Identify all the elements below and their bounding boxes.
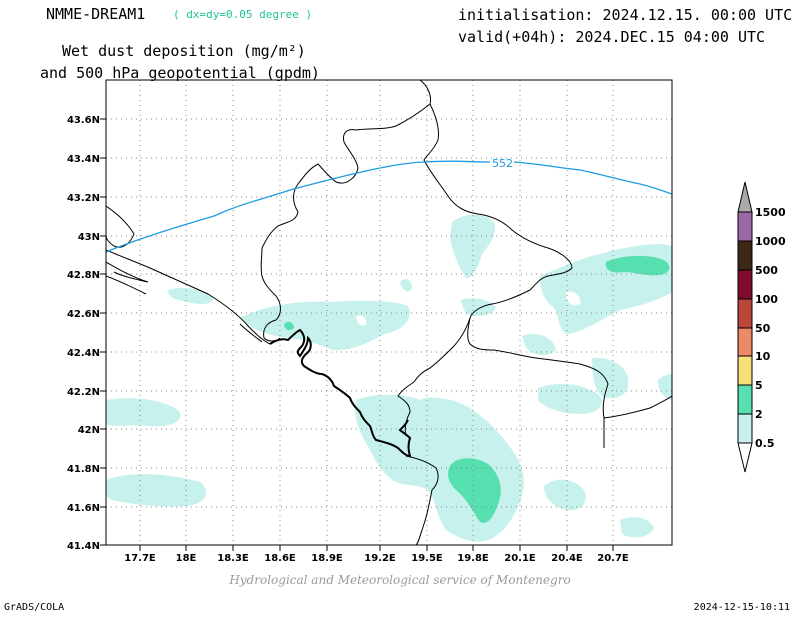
legend-label: 100 (755, 293, 778, 306)
lat-label: 41.8N (67, 464, 100, 475)
field-title-line2: and 500 hPa geopotential (gpdm) (40, 64, 320, 82)
border-line (423, 103, 609, 448)
lon-label: 19.5E (411, 553, 443, 564)
coast-line (106, 249, 271, 345)
lat-label: 42N (78, 425, 100, 436)
coast-line (239, 323, 263, 343)
border-line (397, 317, 471, 437)
dust-area-medium (284, 321, 294, 331)
lon-label: 18.6E (264, 553, 296, 564)
lat-label: 42.4N (67, 348, 100, 359)
legend-label: 50 (755, 322, 771, 335)
dust-area (658, 374, 672, 400)
legend-swatch (737, 327, 753, 357)
montenegro-coastline (269, 328, 412, 458)
valid-time: valid(+04h): 2024.DEC.15 04:00 UTC (458, 28, 766, 46)
legend-swatch (737, 269, 753, 300)
lon-label: 18E (176, 553, 197, 564)
lat-label: 41.6N (67, 503, 100, 514)
dust-area (538, 383, 602, 414)
lon-label: 20.1E (504, 553, 536, 564)
dust-area-medium (605, 255, 670, 276)
country-borders (106, 80, 672, 545)
lat-label: 42.2N (67, 387, 100, 398)
dust-area (592, 357, 629, 399)
dust-area (522, 333, 556, 356)
model-resolution: ( dx=dy=0.05 degree ) (173, 8, 313, 21)
geopotential-contour: 552 (106, 157, 672, 253)
initialisation-time: initialisation: 2024.12.15. 00:00 UTC (458, 6, 793, 24)
legend-label: 1500 (755, 206, 786, 219)
dust-area (620, 517, 654, 538)
lat-label: 42.8N (67, 270, 100, 281)
legend-label: 500 (755, 264, 778, 277)
dust-area (240, 300, 410, 351)
lat-label: 43.4N (67, 154, 100, 165)
border-line (260, 80, 431, 342)
software-label: GrADS/COLA (4, 602, 65, 613)
legend-label: 2 (755, 408, 763, 421)
lon-label: 19.8E (457, 553, 489, 564)
legend-swatch (737, 298, 753, 329)
dust-gap (566, 291, 581, 306)
dust-area-medium (448, 458, 501, 523)
legend-label: 5 (755, 379, 763, 392)
color-legend: 1500 1000 500 100 50 10 5 2 0.5 (737, 181, 786, 473)
lat-label: 41.4N (67, 541, 100, 552)
dust-area (106, 398, 181, 427)
legend-bottom-arrow (737, 442, 753, 473)
latitude-axis: 43.6N 43.4N 43.2N 43N 42.8N 42.6N 42.4N … (67, 115, 106, 552)
lon-label: 17.7E (124, 553, 156, 564)
credit-text: Hydrological and Meteorological service … (229, 573, 571, 587)
lat-label: 42.6N (67, 309, 100, 320)
legend-label: 10 (755, 350, 771, 363)
dust-area (355, 394, 524, 542)
lat-label: 43.6N (67, 115, 100, 126)
lon-label: 20.7E (597, 553, 629, 564)
dust-area (106, 474, 207, 507)
model-title: NMME-DREAM1 (46, 5, 146, 23)
legend-swatch (737, 384, 753, 415)
lat-label: 43.2N (67, 193, 100, 204)
dust-deposition-shading (106, 214, 672, 542)
field-title-line1: Wet dust deposition (mg/m²) (62, 42, 306, 60)
generation-timestamp: 2024-12-15-10:11 (693, 602, 790, 613)
border-line (405, 455, 439, 545)
coast-line (106, 261, 149, 283)
legend-label: 1000 (755, 235, 786, 248)
border-line (603, 395, 672, 419)
coast-line (106, 275, 147, 295)
lon-label: 20.4E (551, 553, 583, 564)
longitude-axis: 17.7E 18E 18.3E 18.6E 18.9E 19.2E 19.5E … (124, 545, 629, 564)
legend-label: 0.5 (755, 437, 775, 450)
lat-label: 43N (78, 232, 100, 243)
legend-swatch (737, 240, 753, 271)
contour-label: 552 (492, 157, 513, 170)
dust-area (460, 298, 496, 316)
dust-area (450, 214, 496, 278)
legend-top-arrow (737, 181, 753, 213)
dust-area (400, 279, 412, 292)
dust-area (168, 288, 213, 304)
lon-label: 18.3E (217, 553, 249, 564)
dust-area (544, 479, 586, 511)
coast-line (106, 205, 135, 248)
lon-label: 19.2E (364, 553, 396, 564)
legend-swatch (737, 211, 753, 242)
dust-gap (356, 315, 367, 326)
legend-swatch (737, 355, 753, 386)
legend-swatch (737, 413, 753, 444)
lon-label: 18.9E (311, 553, 343, 564)
